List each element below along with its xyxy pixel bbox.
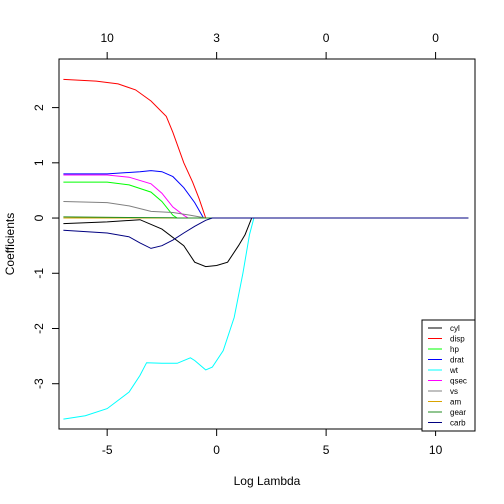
x-axis-label: Log Lambda xyxy=(234,474,301,488)
axes: -5 0 5 10 10 3 0 0 -3 -2 -1 0 1 2 xyxy=(32,31,443,457)
legend-label-gear: gear xyxy=(450,408,466,417)
series-line-qsec xyxy=(63,174,469,219)
legend-label-wt: wt xyxy=(449,366,459,375)
y-tick-label: -1 xyxy=(32,268,46,279)
series-lines xyxy=(63,78,469,420)
y-axis-label: Coefficients xyxy=(3,213,17,275)
y-tick-label: 0 xyxy=(32,214,46,221)
plot-frame xyxy=(58,58,476,430)
y-tick-label: 1 xyxy=(32,159,46,166)
top-tick-label: 10 xyxy=(100,31,114,45)
legend-label-hp: hp xyxy=(450,345,459,354)
x-tick-label: 5 xyxy=(323,443,330,457)
legend-label-carb: carb xyxy=(450,419,466,428)
legend-label-qsec: qsec xyxy=(450,377,467,386)
x-tick-label: -5 xyxy=(102,443,113,457)
x-tick-label: 0 xyxy=(213,443,220,457)
legend-label-vs: vs xyxy=(450,387,458,396)
legend-label-disp: disp xyxy=(450,335,465,344)
legend-label-drat: drat xyxy=(450,356,465,365)
series-line-vs xyxy=(63,201,469,219)
legend-label-cyl: cyl xyxy=(450,324,460,333)
legend-label-am: am xyxy=(450,398,461,407)
y-tick-label: -3 xyxy=(32,378,46,389)
y-tick-label: 2 xyxy=(32,104,46,111)
series-line-drat xyxy=(63,170,469,219)
top-tick-label: 3 xyxy=(213,31,220,45)
top-tick-label: 0 xyxy=(323,31,330,45)
series-line-hp xyxy=(63,181,469,219)
top-tick-label: 0 xyxy=(432,31,439,45)
series-line-disp xyxy=(63,78,469,219)
series-line-cyl xyxy=(63,217,469,268)
series-line-carb xyxy=(63,217,469,249)
legend-box xyxy=(421,319,476,432)
y-tick-label: -2 xyxy=(32,323,46,334)
series-line-wt xyxy=(63,217,469,420)
x-tick-label: 10 xyxy=(429,443,443,457)
